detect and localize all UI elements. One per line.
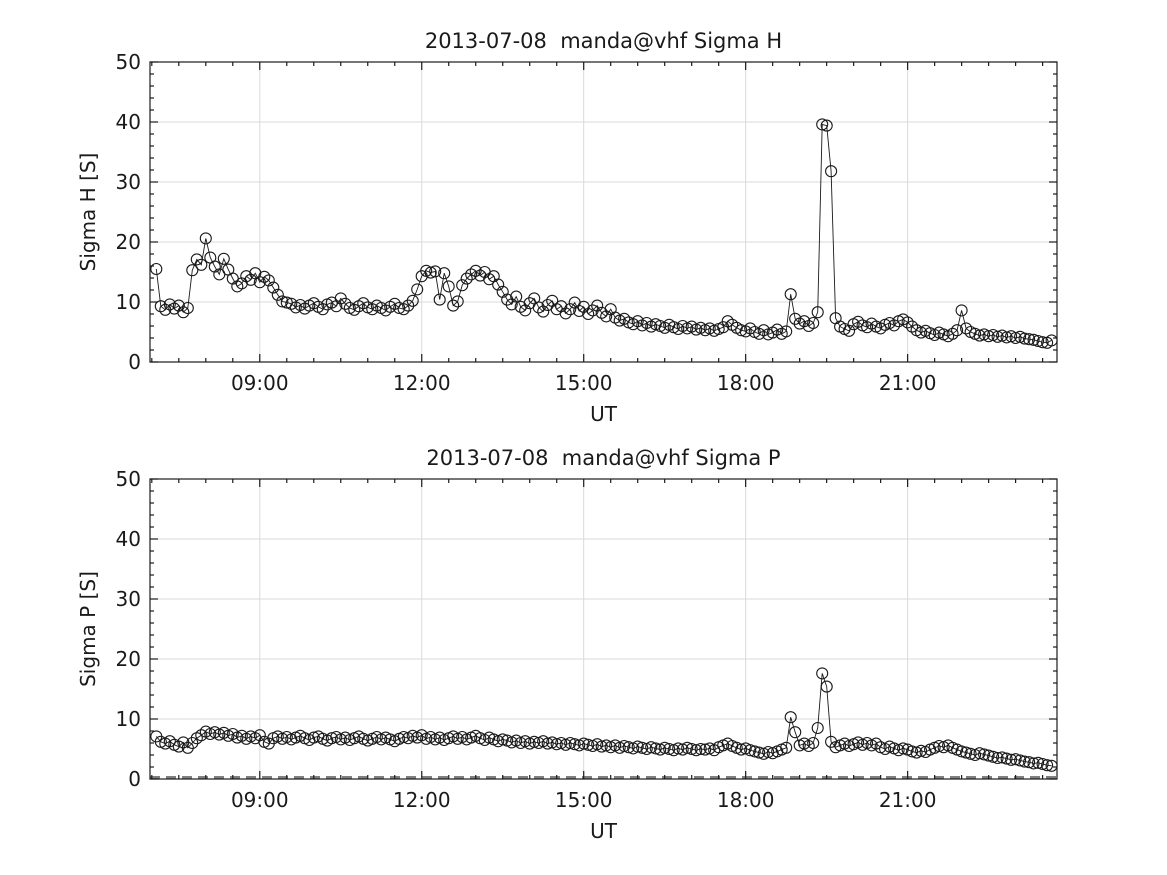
y-tick-label: 10 (116, 707, 141, 731)
y-tick-label: 0 (128, 767, 141, 791)
x-tick-label: 15:00 (555, 371, 613, 395)
x-tick-label: 21:00 (879, 371, 937, 395)
sigma-h-ylabel: Sigma H [S] (76, 152, 100, 272)
x-tick-label: 18:00 (717, 371, 775, 395)
sigma-h-xlabel: UT (590, 402, 617, 426)
y-tick-label: 50 (116, 467, 141, 491)
data-points (150, 667, 1058, 772)
grid-lines (150, 62, 1057, 362)
y-tick-label: 50 (116, 50, 141, 74)
sigma-p-plot: 0 10 20 30 40 50 09:00 12:00 15:00 18:00 21:00 (116, 467, 1058, 812)
x-tick-label: 09:00 (231, 788, 289, 812)
tick-labels: 0 10 20 30 40 50 09:00 12:00 15:00 18:00 21:00 (116, 50, 937, 395)
tick-marks (150, 61, 1057, 363)
tick-marks (150, 478, 1057, 780)
y-tick-label: 30 (116, 170, 141, 194)
y-tick-label: 40 (116, 527, 141, 551)
sigma-p-xlabel: UT (590, 819, 617, 843)
x-tick-label: 15:00 (555, 788, 613, 812)
grid-lines (150, 479, 1057, 779)
sigma-h-plot: 0 10 20 30 40 50 09:00 12:00 15:00 18:00 21:00 (116, 50, 1058, 395)
y-tick-label: 10 (116, 290, 141, 314)
y-tick-label: 20 (116, 647, 141, 671)
sigma-p-title: 2013-07-08 manda@vhf Sigma P (426, 446, 781, 470)
sigma-h-title: 2013-07-08 manda@vhf Sigma H (424, 29, 783, 53)
x-tick-label: 21:00 (879, 788, 937, 812)
tick-labels: 0 10 20 30 40 50 09:00 12:00 15:00 18:00 21:00 (116, 467, 937, 812)
x-tick-label: 09:00 (231, 371, 289, 395)
axes-frame (149, 478, 1058, 780)
y-tick-label: 20 (116, 230, 141, 254)
x-tick-label: 12:00 (393, 788, 451, 812)
y-tick-label: 0 (128, 350, 141, 374)
y-tick-label: 40 (116, 110, 141, 134)
sigma-p-ylabel: Sigma P [S] (76, 571, 100, 687)
x-tick-label: 12:00 (393, 371, 451, 395)
data-points (150, 118, 1058, 349)
x-tick-label: 18:00 (717, 788, 775, 812)
axes-frame (149, 61, 1058, 363)
y-tick-label: 30 (116, 587, 141, 611)
